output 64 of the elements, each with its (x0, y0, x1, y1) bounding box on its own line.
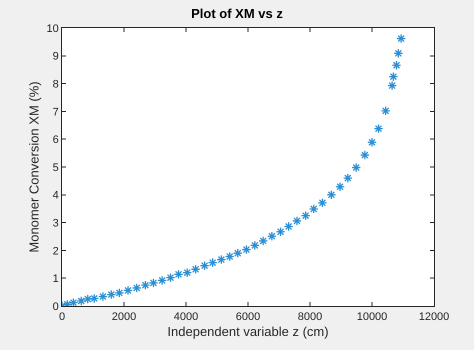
point (123, 286, 133, 296)
y-tick-label: 5 (52, 162, 59, 174)
y-tick-label: 7 (52, 106, 59, 118)
point (166, 272, 176, 282)
x-tick-label: 12000 (418, 311, 450, 324)
point (208, 258, 218, 268)
point (82, 294, 93, 304)
y-tick-label: 3 (52, 217, 59, 230)
point (318, 198, 328, 208)
point (387, 80, 397, 90)
y-tick-label: 2 (52, 245, 59, 258)
point (174, 269, 184, 280)
x-tick-label: 2000 (112, 311, 136, 324)
point (132, 283, 142, 293)
point (182, 268, 192, 278)
point (190, 264, 200, 274)
point (140, 280, 150, 290)
x-axis-title: Independent variable z (cm) (167, 324, 329, 339)
point (157, 276, 167, 286)
point (335, 182, 345, 192)
y-tick-label: 9 (52, 50, 59, 63)
x-tick-label: 4000 (174, 311, 198, 324)
x-tick-label: 10000 (356, 311, 388, 324)
point (258, 236, 268, 246)
point (250, 240, 260, 250)
point (216, 254, 226, 264)
point (392, 60, 402, 70)
point (232, 248, 243, 258)
y-tick-label: 4 (52, 190, 59, 202)
y-tick-label: 10 (46, 22, 59, 35)
point (242, 244, 252, 254)
point (114, 288, 124, 298)
point (360, 150, 370, 160)
y-tick-label: 1 (52, 273, 59, 286)
point (367, 137, 377, 148)
point (308, 204, 319, 214)
x-tick-label: 6000 (236, 311, 260, 324)
point (224, 252, 235, 262)
point (148, 278, 158, 288)
point (388, 72, 398, 82)
point (98, 292, 108, 302)
chart-title: Plot of XM vs z (191, 6, 284, 21)
point (351, 162, 362, 172)
y-axis-title: Monomer Conversion XM (%) (26, 81, 42, 253)
point (267, 231, 277, 242)
point (89, 294, 100, 304)
point (300, 210, 311, 220)
point (374, 124, 384, 134)
point (394, 48, 404, 58)
point (326, 190, 336, 200)
point (200, 260, 210, 271)
point (68, 298, 78, 306)
point (396, 34, 406, 44)
point (292, 216, 302, 226)
x-tick-label: 8000 (298, 311, 322, 324)
y-tick-label: 8 (52, 78, 59, 90)
point (342, 173, 353, 183)
point (284, 222, 294, 232)
point (380, 106, 390, 116)
point (106, 290, 116, 300)
y-tick-label: 6 (52, 134, 59, 146)
point (76, 296, 86, 306)
point (276, 226, 286, 237)
y-tick-label: 0 (52, 300, 59, 313)
